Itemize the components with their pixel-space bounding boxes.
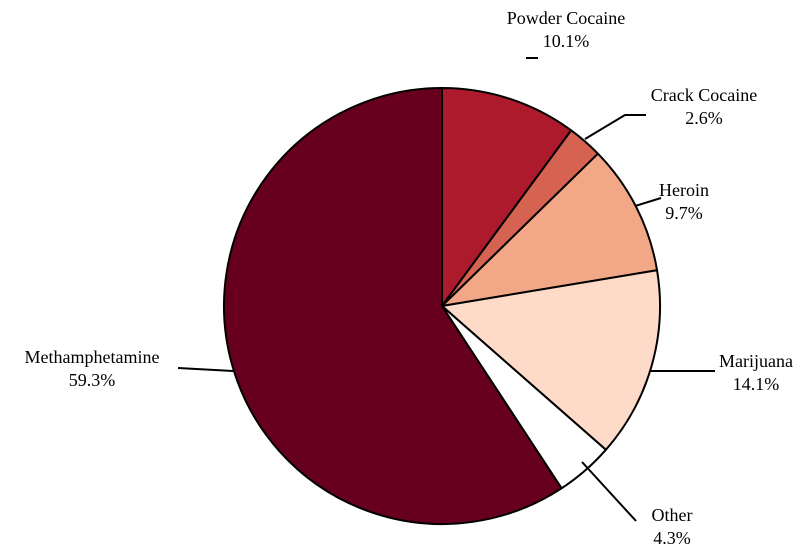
slice-value-methamphetamine: 59.3% bbox=[69, 370, 116, 390]
leader-line-other bbox=[581, 461, 637, 522]
slice-value-heroin: 9.7% bbox=[665, 203, 703, 223]
slice-value-crack-cocaine: 2.6% bbox=[685, 108, 723, 128]
slice-value-other: 4.3% bbox=[653, 528, 691, 548]
slice-label-other: Other bbox=[652, 505, 693, 525]
slice-label-heroin: Heroin bbox=[659, 180, 709, 200]
slice-label-methamphetamine: Methamphetamine bbox=[25, 347, 160, 367]
slice-value-marijuana: 14.1% bbox=[733, 374, 780, 394]
slice-labels: Powder Cocaine 10.1% Crack Cocaine 2.6% Hero… bbox=[25, 8, 793, 548]
leader-line-crack-cocaine bbox=[584, 114, 646, 140]
pie-slice-methamphetamine bbox=[223, 87, 563, 525]
slice-value-powder-cocaine: 10.1% bbox=[543, 31, 590, 51]
slice-label-powder-cocaine: Powder Cocaine bbox=[507, 8, 625, 28]
slice-label-crack-cocaine: Crack Cocaine bbox=[651, 85, 757, 105]
pie-slices bbox=[223, 87, 662, 525]
slice-label-marijuana: Marijuana bbox=[719, 351, 793, 371]
leader-lines bbox=[177, 57, 715, 522]
pie-slice-heroin bbox=[441, 152, 659, 307]
pie-slice-marijuana bbox=[441, 269, 662, 451]
pie-slice-powder-cocaine bbox=[441, 87, 573, 307]
leader-line-methamphetamine bbox=[177, 367, 234, 372]
leader-line-heroin bbox=[634, 197, 662, 207]
